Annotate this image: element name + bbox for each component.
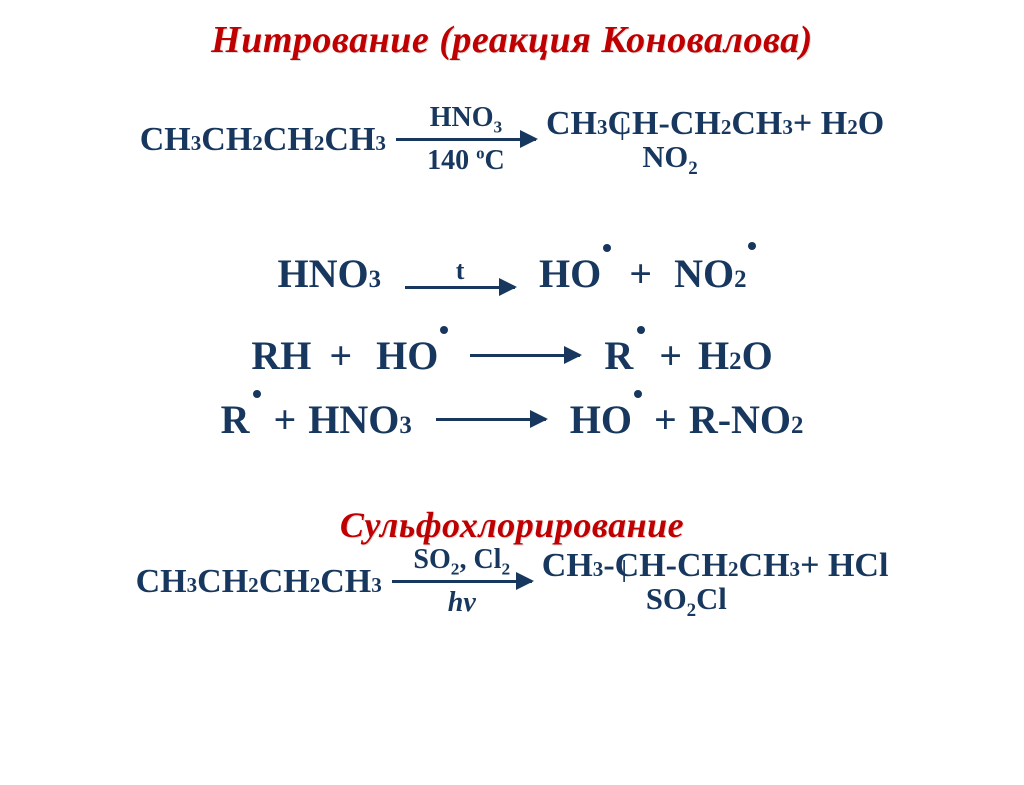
t: O [742,332,773,379]
t: CH [263,121,314,159]
sulfo-arrow-block: SO2, Cl2 hν [392,546,532,617]
arrow-icon [436,418,546,421]
plus: + [629,250,652,297]
t: CH [670,106,721,142]
t: O [858,106,884,142]
t: , Cl [459,544,501,575]
t: HO [539,250,601,297]
t: CH [201,121,252,159]
radical-dot-icon [634,390,642,398]
t: SO [646,582,687,616]
sulfo-product: CH3-CH-CH2CH3 + HCl | SO2Cl [542,548,889,616]
radical-dot-icon [748,242,756,250]
t: R [604,332,633,379]
reagent-bot: 140 oC [427,147,505,175]
condition-t: t [456,258,465,284]
radical-dot-icon [253,390,261,398]
plus: + [273,396,296,443]
t: R [221,396,250,443]
t: CH [320,563,371,601]
arrow-icon [470,354,580,357]
t: HO [570,396,632,443]
nitration-equation: CH3CH2CH2CH3 HNO3 140 oC CH3CH-CH2CH3 + … [0,104,1024,175]
t: SO [413,544,450,575]
t: Cl [696,582,727,616]
t: RH [251,332,311,379]
t: HO [376,332,438,379]
plus: + [659,332,682,379]
t: HNO [278,250,369,297]
reagent-top: HNO3 [430,104,502,132]
s: 3 [493,118,502,137]
radical-dot-icon [603,244,611,252]
t: CH [259,563,310,601]
arrow-icon [405,286,515,289]
title-sulfochlorination: Сульфохлорирование [0,504,1024,546]
t: + HCl [800,548,888,584]
no2-substituent: NO2 [546,141,698,173]
mechanism-line-2: RH + HO R + H2O [0,332,1024,379]
s: o [476,144,484,163]
t: CH [739,548,790,584]
t: HNO [430,102,494,133]
t: CH [731,106,782,142]
plus: + [329,332,352,379]
t: CH [677,548,728,584]
t: CH [197,563,248,601]
arrow-icon [392,580,532,583]
t: NO [642,140,688,174]
mechanism-line-3: R + HNO3 HO + R-NO2 [0,396,1024,443]
t: C [485,145,505,176]
arrow-icon [396,138,536,141]
t: CH [324,121,375,159]
radical-dot-icon [637,326,645,334]
nitration-product: CH3CH-CH2CH3 + H2O | NO2 [546,106,884,174]
t: 140 [427,145,476,176]
t: HNO [308,396,399,443]
title-nitration: Нитрование (реакция Коновалова) [0,18,1024,62]
t: + H [793,106,847,142]
nitration-arrow-block: HNO3 140 oC [396,104,536,175]
sulfo-reactant: CH3CH2CH2CH3 [136,563,382,601]
so2cl-substituent: SO2Cl [542,583,727,615]
mechanism-line-1: HNO3 t HO + NO2 [0,250,1024,297]
sulfo-equation: CH3CH2CH2CH3 SO2, Cl2 hν CH3-CH-CH2CH3 +… [0,546,1024,617]
t: CH [607,106,658,142]
t: CH [542,548,593,584]
reagent-top: SO2, Cl2 [413,546,510,574]
arrow-block: t [405,258,515,289]
t: CH [136,563,187,601]
radical-dot-icon [440,326,448,334]
nitration-reactant: CH3CH2CH2CH3 [140,121,386,159]
s: 2 [501,560,510,579]
t: CH [546,106,597,142]
t: NO [674,250,734,297]
t: R-NO [689,396,791,443]
t: H [698,332,729,379]
s: 2 [688,158,697,179]
s: 2 [687,600,696,621]
plus: + [654,396,677,443]
reagent-bot: hν [448,589,476,617]
t: CH [140,121,191,159]
